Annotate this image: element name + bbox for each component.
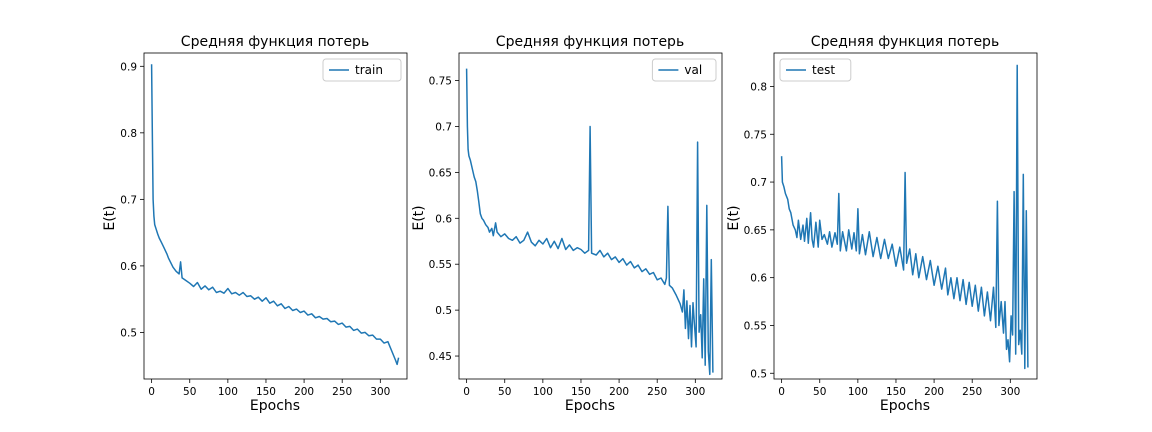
x-tick-label: 250 — [332, 386, 352, 398]
axis-ticks: 0 50 100 150 200 250 300 0.5 0.55 0.6 0.65 0.7 0.75 0… — [744, 81, 1021, 398]
legend: test — [779, 58, 852, 82]
legend-label: train — [355, 63, 383, 77]
y-tick-label: 0.65 — [744, 225, 767, 237]
y-tick-label: 0.7 — [750, 177, 767, 189]
x-tick-label: 50 — [498, 386, 511, 398]
legend-box — [322, 58, 402, 82]
y-axis-label: E(t) — [102, 205, 118, 230]
chart-title: Средняя функция потерь — [811, 34, 999, 50]
x-tick-label: 200 — [924, 386, 944, 398]
legend: val — [651, 58, 717, 82]
y-tick-label: 0.8 — [120, 128, 137, 140]
x-axis-label: Epochs — [565, 398, 615, 414]
x-tick-label: 0 — [463, 386, 470, 398]
x-tick-label: 200 — [294, 386, 314, 398]
series-line-test — [780, 64, 1029, 370]
y-tick-label: 0.9 — [120, 61, 137, 73]
legend: train — [322, 58, 402, 82]
x-tick-label: 300 — [685, 386, 705, 398]
x-tick-label: 150 — [256, 386, 276, 398]
chart-panel-test: Средняя функция потерь Epochs E(t) 0 50 10… — [726, 34, 1038, 414]
x-tick-label: 100 — [218, 386, 238, 398]
x-tick-label: 0 — [778, 386, 785, 398]
y-tick-label: 0.8 — [750, 81, 767, 93]
plot-area — [465, 68, 714, 376]
y-tick-label: 0.75 — [744, 129, 767, 141]
y-tick-label: 0.55 — [429, 259, 452, 271]
plot-area — [780, 64, 1029, 370]
y-tick-label: 0.6 — [120, 261, 137, 273]
x-tick-label: 100 — [533, 386, 553, 398]
series-line-train — [150, 64, 400, 366]
x-tick-label: 50 — [813, 386, 826, 398]
legend-box — [651, 58, 717, 82]
y-tick-label: 0.6 — [435, 213, 452, 225]
y-axis-label: E(t) — [411, 205, 427, 230]
axes-frame — [773, 52, 1038, 380]
axes-frame — [458, 52, 723, 380]
x-tick-label: 300 — [370, 386, 390, 398]
axes-frame — [143, 52, 408, 380]
axis-ticks: 0 50 100 150 200 250 300 0.45 0.5 0.55 0.6 0.65 0.7 0… — [429, 76, 706, 398]
y-tick-label: 0.55 — [744, 320, 767, 332]
plot-area — [150, 64, 400, 366]
x-tick-label: 250 — [962, 386, 982, 398]
legend-box — [779, 58, 852, 82]
x-tick-label: 200 — [609, 386, 629, 398]
x-tick-label: 250 — [647, 386, 667, 398]
y-tick-label: 0.65 — [429, 167, 452, 179]
chart-title: Средняя функция потерь — [181, 34, 369, 50]
y-tick-label: 0.5 — [435, 305, 452, 317]
x-tick-label: 300 — [1000, 386, 1020, 398]
x-tick-label: 0 — [148, 386, 155, 398]
y-tick-label: 0.7 — [120, 194, 137, 206]
chart-title: Средняя функция потерь — [496, 34, 684, 50]
x-tick-label: 150 — [571, 386, 591, 398]
x-axis-label: Epochs — [250, 398, 300, 414]
x-tick-label: 50 — [183, 386, 196, 398]
y-tick-label: 0.5 — [120, 327, 137, 339]
y-tick-label: 0.75 — [429, 76, 452, 88]
axis-ticks: 0 50 100 150 200 250 300 0.5 0.6 0.7 0.8 0.9 — [120, 61, 390, 398]
y-axis-label: E(t) — [726, 205, 742, 230]
chart-panel-train: Средняя функция потерь Epochs E(t) 0 50 10… — [102, 34, 408, 414]
y-tick-label: 0.5 — [750, 368, 767, 380]
x-tick-label: 100 — [848, 386, 868, 398]
series-line-val — [465, 68, 714, 376]
y-tick-label: 0.45 — [429, 351, 452, 363]
legend-label: val — [684, 63, 702, 77]
y-tick-label: 0.6 — [750, 273, 767, 285]
x-tick-label: 150 — [886, 386, 906, 398]
x-axis-label: Epochs — [880, 398, 930, 414]
chart-panel-val: Средняя функция потерь Epochs E(t) 0 50 10… — [411, 34, 723, 414]
y-tick-label: 0.7 — [435, 121, 452, 133]
legend-label: test — [812, 63, 835, 77]
